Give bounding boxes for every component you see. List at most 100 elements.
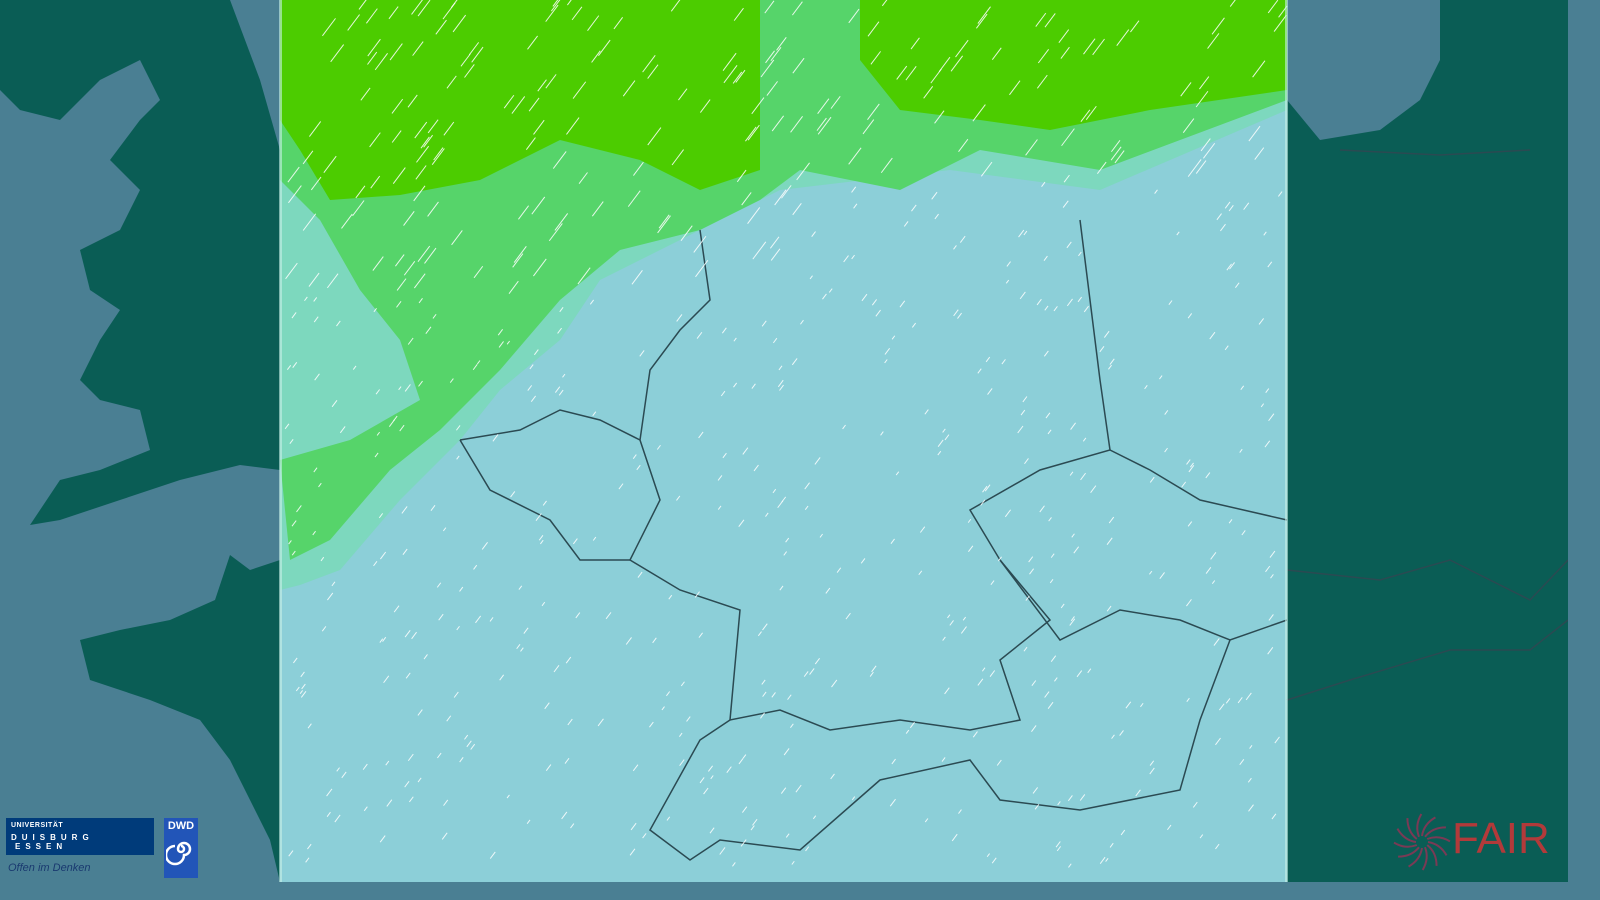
- wind-barb: [393, 605, 400, 613]
- wind-barb: [1053, 306, 1058, 312]
- wind-barb: [776, 36, 787, 51]
- wind-barb: [972, 731, 978, 738]
- wind-barb: [1087, 668, 1092, 674]
- wind-barb: [562, 373, 566, 378]
- wind-barb: [550, 0, 561, 12]
- wind-barb: [441, 832, 448, 840]
- wind-barb: [710, 775, 714, 780]
- wind-barb: [459, 586, 464, 592]
- wind-barb: [1110, 146, 1122, 161]
- wind-barb: [498, 341, 504, 348]
- wind-barb: [1119, 730, 1124, 736]
- wind-barb: [1044, 691, 1050, 698]
- wind-barb: [676, 314, 683, 322]
- wind-barb: [1263, 231, 1267, 236]
- wind-barb: [698, 431, 704, 439]
- wind-barb: [1154, 189, 1158, 194]
- wind-barb: [388, 6, 399, 20]
- dwd-logo: DWD: [164, 818, 198, 878]
- wind-barb: [792, 202, 802, 216]
- wind-barb: [953, 245, 957, 250]
- fair-burst-ray: [1408, 847, 1423, 868]
- wind-barb: [369, 132, 381, 148]
- wind-barb: [1028, 556, 1034, 563]
- wind-barb: [1005, 279, 1010, 284]
- wind-barb: [1274, 736, 1280, 744]
- wind-barb: [427, 119, 439, 134]
- fair-burst-ray: [1426, 844, 1438, 866]
- wind-barb: [456, 625, 460, 631]
- wind-barb: [633, 161, 644, 176]
- wind-barb: [1096, 161, 1107, 175]
- wind-barb: [1047, 429, 1052, 435]
- wind-barb: [1205, 472, 1211, 479]
- wind-barb: [398, 386, 402, 391]
- wind-barb: [527, 35, 538, 50]
- wind-barb: [1001, 359, 1006, 365]
- wind-barb: [1106, 537, 1113, 545]
- wind-barb: [772, 488, 777, 494]
- wind-barb: [934, 213, 939, 220]
- wind-barb: [958, 138, 969, 152]
- wind-barb: [424, 247, 437, 264]
- wind-barb: [1130, 20, 1140, 33]
- wind-barb: [378, 513, 384, 519]
- wind-barb: [637, 571, 643, 578]
- wind-barb: [358, 0, 367, 10]
- wind-barb: [1006, 261, 1011, 267]
- wind-barb: [924, 409, 929, 415]
- wind-barb: [1213, 638, 1220, 646]
- wind-barb: [1077, 296, 1083, 303]
- wind-barb: [286, 364, 292, 371]
- wind-barb: [1220, 223, 1226, 232]
- wind-barb: [738, 758, 744, 765]
- wind-barb: [1144, 385, 1148, 390]
- wind-barb: [1258, 318, 1265, 325]
- weather-map[interactable]: [0, 0, 1568, 882]
- wind-barb: [403, 260, 416, 276]
- wind-barb: [1224, 201, 1231, 209]
- wind-barb: [1264, 440, 1271, 448]
- wind-barb: [811, 231, 816, 238]
- wind-barb: [986, 853, 990, 858]
- wind-barb: [528, 97, 540, 112]
- wind-barb: [1159, 375, 1163, 380]
- wind-barb: [930, 68, 942, 84]
- wind-barb: [1109, 842, 1114, 848]
- wind-barb: [1025, 139, 1038, 156]
- wind-barb: [779, 585, 784, 591]
- wind-barb: [996, 759, 1002, 766]
- fair-label: FAIR: [1452, 814, 1550, 863]
- wind-barb: [750, 825, 755, 831]
- wind-barb: [903, 221, 909, 227]
- wind-barb: [787, 694, 792, 700]
- wind-barb: [790, 723, 794, 728]
- wind-barb: [981, 667, 986, 672]
- wind-barb: [1199, 76, 1210, 90]
- wind-barb: [336, 320, 341, 327]
- wind-barb: [809, 275, 813, 280]
- wind-barb: [456, 455, 460, 460]
- land-great-britain: [0, 0, 280, 525]
- wind-barb: [284, 423, 290, 430]
- wind-barb: [1260, 403, 1265, 408]
- wind-barb: [473, 265, 484, 279]
- wind-barb: [544, 702, 550, 710]
- wind-barb: [1070, 422, 1076, 430]
- wind-barb: [1216, 213, 1222, 221]
- wind-barb: [1090, 485, 1097, 493]
- wind-barb: [871, 299, 878, 306]
- wind-barb: [373, 307, 377, 313]
- wind-barb: [320, 556, 325, 562]
- wind-barb: [960, 626, 967, 634]
- wind-barb: [717, 505, 722, 510]
- wind-barb: [559, 307, 564, 313]
- wind-barb: [962, 616, 967, 621]
- wind-barb: [1186, 697, 1190, 702]
- wind-barb: [598, 39, 611, 56]
- wind-barb: [740, 839, 747, 847]
- wind-barb: [984, 484, 991, 492]
- wind-barb: [991, 47, 1002, 61]
- wind-barb: [625, 637, 632, 645]
- ude-slogan: Offen im Denken: [8, 862, 91, 874]
